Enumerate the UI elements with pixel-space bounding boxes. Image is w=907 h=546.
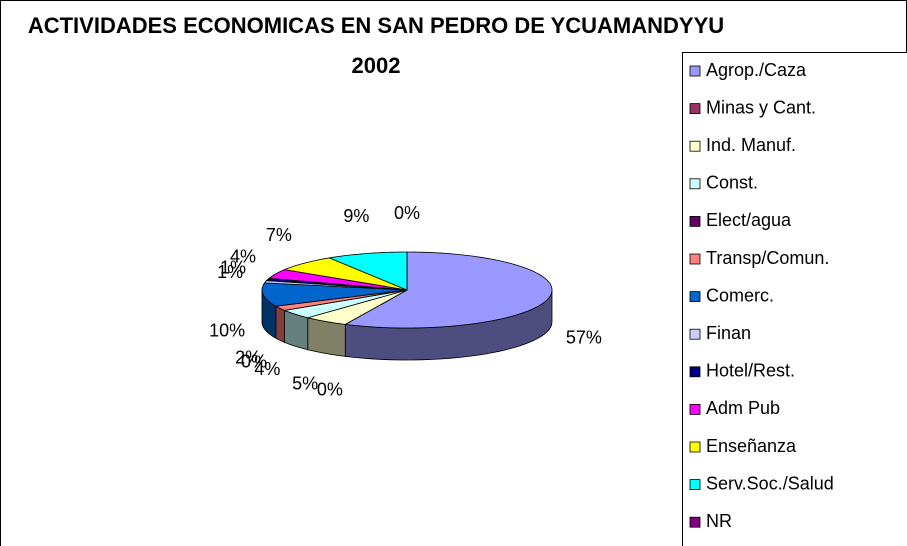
slice xyxy=(283,289,408,319)
slice-side xyxy=(275,305,285,343)
legend-label: Comerc. xyxy=(706,285,774,305)
legend-swatch xyxy=(689,103,701,114)
legend-label: Agrop./Caza xyxy=(706,60,807,80)
legend-label: Transp/Comun. xyxy=(706,248,829,268)
legend-label: Adm Pub xyxy=(706,398,780,418)
data-label: 5% xyxy=(292,374,318,394)
legend-swatch xyxy=(689,441,701,453)
legend-label: Finan xyxy=(706,323,751,343)
legend-label: NR xyxy=(706,511,732,531)
legend-swatch xyxy=(689,479,701,491)
legend-label: Serv.Soc./Salud xyxy=(706,473,834,493)
legend-label: Minas y Cant. xyxy=(706,97,816,117)
legend-swatch xyxy=(689,140,701,152)
legend-label: Elect/agua xyxy=(706,210,792,230)
data-label: 9% xyxy=(343,206,369,226)
legend-swatch xyxy=(689,516,701,528)
legend-box xyxy=(682,52,907,546)
legend-swatch xyxy=(689,178,701,190)
slice xyxy=(343,251,553,329)
slice xyxy=(268,269,408,291)
data-label: 0% xyxy=(317,380,343,400)
legend-label: Enseñanza xyxy=(706,436,797,456)
legend-swatch xyxy=(689,65,701,77)
slice xyxy=(283,257,408,291)
legend-label: Hotel/Rest. xyxy=(706,361,795,381)
data-label: 57% xyxy=(566,327,602,347)
data-label: 2% xyxy=(235,347,261,367)
data-label: 0% xyxy=(241,351,267,371)
legend-label: Ind. Manuf. xyxy=(706,135,796,155)
legend-label: Const. xyxy=(706,173,758,193)
chart-title: ACTIVIDADES ECONOMICAS EN SAN PEDRO DE Y… xyxy=(27,13,725,78)
legend-swatch xyxy=(689,215,701,227)
data-label: 10% xyxy=(209,320,245,340)
legend-swatch xyxy=(689,403,701,415)
legend-swatch xyxy=(689,366,701,378)
data-label: 1% xyxy=(217,262,243,282)
legend-swatch xyxy=(689,291,701,303)
data-label: 7% xyxy=(266,225,292,245)
slice xyxy=(261,282,408,307)
data-label: 4% xyxy=(230,246,256,266)
slice xyxy=(327,251,408,291)
data-label: 4% xyxy=(254,359,280,379)
data-label: 0% xyxy=(394,203,420,223)
legend-swatch xyxy=(689,328,701,340)
data-label: 1% xyxy=(220,258,246,278)
slice xyxy=(306,289,408,325)
legend-swatch xyxy=(689,253,701,265)
